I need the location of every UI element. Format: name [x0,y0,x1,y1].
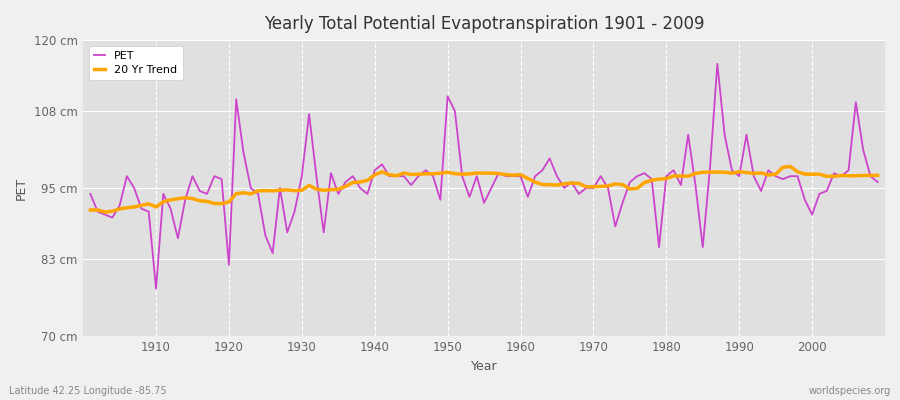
PET [610,224,621,229]
Line: 20 Yr Trend: 20 Yr Trend [90,166,878,212]
20 Yr Trend [872,173,883,178]
PET [150,286,161,291]
20 Yr Trend [785,164,796,169]
PET [872,180,883,184]
PET [85,192,95,196]
20 Yr Trend [522,176,533,181]
Title: Yearly Total Potential Evapotranspiration 1901 - 2009: Yearly Total Potential Evapotranspiratio… [264,15,705,33]
Text: worldspecies.org: worldspecies.org [809,386,891,396]
PET [522,194,533,199]
PET [355,186,365,190]
PET [311,174,322,178]
20 Yr Trend [515,172,526,177]
20 Yr Trend [85,208,95,212]
Legend: PET, 20 Yr Trend: PET, 20 Yr Trend [89,46,183,80]
PET [143,209,154,214]
PET [515,174,526,178]
Y-axis label: PET: PET [15,176,28,200]
20 Yr Trend [610,182,621,186]
Line: PET: PET [90,64,878,288]
20 Yr Trend [150,204,161,209]
20 Yr Trend [311,187,322,192]
20 Yr Trend [100,210,111,214]
PET [712,61,723,66]
20 Yr Trend [355,180,365,184]
Text: Latitude 42.25 Longitude -85.75: Latitude 42.25 Longitude -85.75 [9,386,166,396]
X-axis label: Year: Year [471,360,498,373]
